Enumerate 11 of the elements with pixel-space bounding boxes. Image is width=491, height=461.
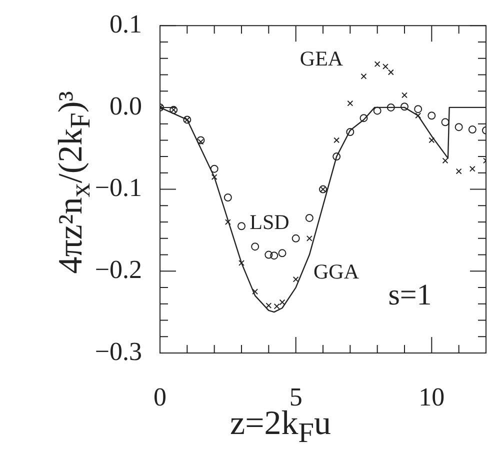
y-tick-label: −0.1 xyxy=(94,173,142,202)
legend-label: GEA xyxy=(300,46,344,70)
y-tick-label: −0.2 xyxy=(94,254,142,284)
series-label: GGA xyxy=(313,259,360,284)
annotation: s=1 xyxy=(388,278,432,312)
y-tick-label: 0.1 xyxy=(110,9,142,38)
x-tick-label: 10 xyxy=(418,382,445,412)
y-tick-label: 0.0 xyxy=(110,91,142,120)
x-tick-label: 0 xyxy=(154,382,166,412)
series-label: LSD xyxy=(250,210,290,234)
y-tick-label: −0.3 xyxy=(94,336,142,366)
